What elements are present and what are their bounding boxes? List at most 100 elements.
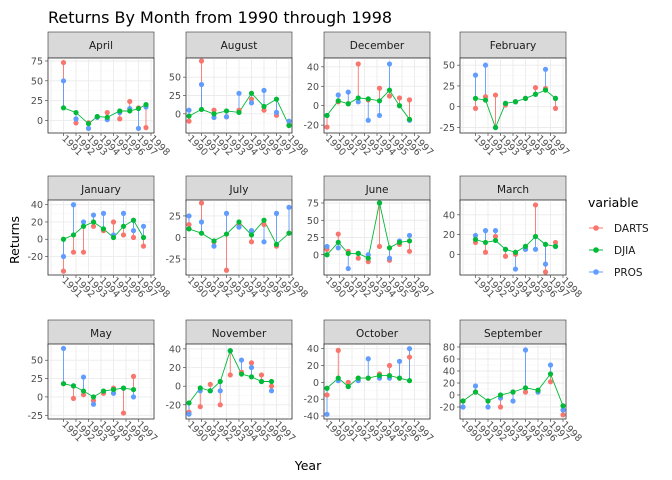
darts-point	[268, 383, 275, 389]
djia-point	[258, 378, 265, 385]
djia-point	[248, 90, 255, 96]
djia-point	[135, 105, 142, 112]
darts-point	[110, 219, 117, 225]
djia-point	[522, 385, 529, 391]
djia-point	[186, 400, 192, 406]
panel-march: March02040199119921993199419951996199719…	[443, 175, 584, 300]
djia-point	[396, 103, 403, 109]
djia-point	[355, 250, 361, 256]
pros-point	[335, 245, 341, 251]
djia-point	[60, 105, 67, 111]
djia-point	[510, 389, 516, 395]
djia-point	[324, 252, 330, 258]
djia-point	[100, 226, 107, 232]
djia-point	[198, 230, 205, 236]
djia-point	[396, 375, 403, 381]
pros-point	[236, 224, 242, 230]
djia-point	[406, 378, 413, 384]
legend-entry-djia: DJIA	[589, 245, 636, 257]
djia-point	[94, 113, 100, 120]
djia-point	[130, 217, 137, 223]
djia-point	[273, 241, 280, 247]
strip-label-november: November	[212, 328, 267, 340]
djia-point	[104, 114, 110, 120]
pros-point	[485, 404, 491, 410]
djia-point	[127, 108, 133, 114]
djia-point	[376, 373, 383, 379]
y-tick-label: 0	[175, 109, 181, 120]
pros-point	[217, 388, 223, 394]
darts-point	[532, 85, 539, 91]
y-tick-label: 40	[443, 210, 455, 221]
y-tick-label: 40	[307, 62, 319, 73]
pros-point	[345, 265, 351, 272]
darts-point	[198, 200, 205, 206]
djia-point	[365, 375, 371, 381]
y-tick-label: 50	[31, 76, 43, 87]
y-tick-label: -25	[165, 255, 181, 266]
strip-may	[47, 319, 155, 347]
y-tick-label: 60	[443, 355, 455, 366]
djia-point	[217, 378, 223, 385]
darts-point	[248, 239, 255, 245]
strip-october	[323, 319, 431, 347]
pros-point	[248, 364, 255, 371]
djia-point	[186, 226, 192, 232]
y-tick-label: 25	[443, 81, 455, 92]
pros-point	[365, 356, 371, 362]
pros-point	[198, 81, 205, 88]
djia-point	[120, 385, 127, 391]
pros-point	[386, 255, 393, 261]
djia-point	[110, 234, 117, 241]
djia-point	[85, 121, 92, 127]
djia-point	[100, 388, 107, 394]
y-tick-label: 0	[175, 382, 181, 393]
darts-point	[223, 267, 230, 273]
legend-label: PROS	[614, 267, 643, 279]
djia-point	[522, 95, 529, 102]
pros-point	[60, 78, 67, 84]
y-tick-label: 40	[307, 344, 319, 355]
pros-point	[324, 243, 330, 250]
darts-point	[355, 61, 361, 67]
djia-point	[223, 108, 230, 114]
pros-point	[238, 357, 245, 363]
pros-point	[335, 92, 341, 98]
djia-point	[547, 371, 554, 377]
darts-point	[120, 410, 127, 416]
pros-point	[186, 107, 192, 113]
djia-point	[117, 108, 123, 114]
djia-point	[324, 385, 330, 391]
strip-label-march: March	[497, 184, 529, 196]
djia-point	[60, 236, 67, 242]
djia-point	[485, 398, 491, 404]
pros-point	[472, 72, 479, 78]
y-tick-label: 25	[31, 374, 43, 385]
y-tick-label: 0	[449, 391, 455, 402]
pros-point	[186, 411, 192, 417]
y-tick-label: 0	[449, 102, 455, 113]
darts-point	[532, 202, 539, 208]
darts-point	[127, 98, 133, 105]
djia-point	[512, 99, 519, 105]
darts-point	[70, 249, 77, 255]
djia-point	[198, 106, 205, 113]
djia-point	[512, 249, 519, 255]
panel-february: February-2502550199119921993199419951996…	[439, 31, 571, 158]
strip-june	[323, 175, 431, 203]
pros-point	[60, 345, 67, 352]
djia-point	[552, 95, 559, 102]
darts-point	[80, 392, 87, 398]
djia-point	[130, 386, 137, 393]
darts-point	[261, 107, 267, 113]
y-tick-label: 25	[169, 211, 181, 222]
darts-point	[117, 116, 123, 122]
djia-point	[324, 112, 330, 119]
darts-point	[73, 120, 79, 126]
legend-entry-pros: PROS	[589, 267, 643, 279]
darts-point	[90, 223, 97, 229]
pros-point	[120, 210, 127, 216]
y-tick-label: 20	[443, 230, 455, 241]
pros-point	[198, 219, 205, 225]
